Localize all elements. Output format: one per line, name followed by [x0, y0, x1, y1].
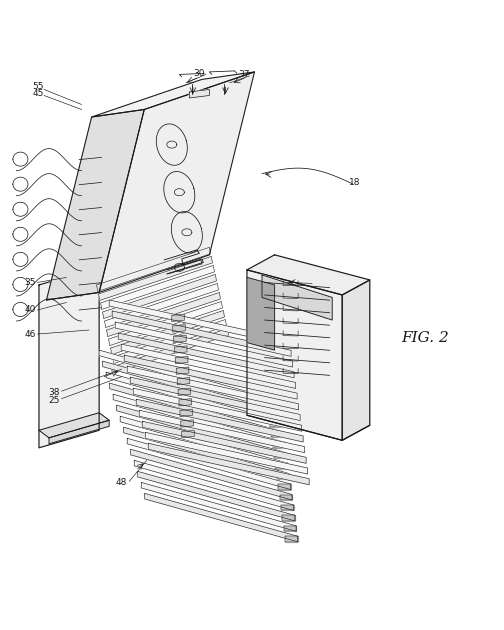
Polygon shape: [270, 421, 282, 427]
Polygon shape: [39, 267, 99, 448]
Polygon shape: [276, 463, 288, 469]
Text: 16: 16: [301, 278, 313, 287]
Polygon shape: [49, 420, 109, 444]
Polygon shape: [247, 255, 370, 295]
Polygon shape: [247, 277, 275, 350]
Polygon shape: [175, 357, 188, 364]
Polygon shape: [99, 350, 280, 406]
Polygon shape: [277, 474, 289, 479]
Polygon shape: [109, 300, 290, 346]
Polygon shape: [274, 453, 287, 458]
Polygon shape: [281, 505, 294, 510]
Text: 18: 18: [349, 178, 360, 186]
Polygon shape: [174, 346, 187, 353]
Text: 25: 25: [48, 396, 59, 404]
Polygon shape: [131, 449, 292, 500]
Polygon shape: [182, 430, 194, 438]
Polygon shape: [103, 275, 216, 319]
Text: 38: 38: [48, 388, 60, 397]
Polygon shape: [118, 333, 294, 378]
Polygon shape: [262, 275, 332, 320]
Text: FIG. 2: FIG. 2: [401, 331, 449, 345]
Polygon shape: [271, 432, 284, 437]
Polygon shape: [285, 536, 298, 542]
Polygon shape: [136, 399, 303, 442]
Polygon shape: [106, 372, 282, 427]
Polygon shape: [145, 493, 298, 542]
Polygon shape: [148, 444, 309, 484]
Polygon shape: [116, 405, 287, 458]
Polygon shape: [39, 413, 109, 438]
Text: 55: 55: [32, 83, 44, 91]
Polygon shape: [247, 270, 342, 440]
Polygon shape: [267, 401, 280, 406]
Polygon shape: [113, 394, 285, 448]
Polygon shape: [103, 361, 281, 416]
Polygon shape: [134, 461, 294, 510]
Polygon shape: [178, 388, 191, 396]
Text: 40: 40: [25, 306, 36, 314]
Polygon shape: [141, 483, 296, 531]
Polygon shape: [133, 388, 301, 432]
Text: 37: 37: [239, 71, 250, 79]
Text: 35: 35: [25, 278, 36, 287]
Polygon shape: [92, 72, 255, 117]
Polygon shape: [113, 319, 226, 364]
Polygon shape: [99, 256, 212, 301]
Polygon shape: [139, 410, 304, 452]
Polygon shape: [176, 367, 189, 374]
Polygon shape: [120, 416, 288, 469]
Polygon shape: [269, 411, 281, 416]
Polygon shape: [115, 328, 228, 372]
Polygon shape: [179, 399, 192, 406]
Polygon shape: [107, 292, 220, 336]
Polygon shape: [115, 322, 293, 367]
Polygon shape: [99, 72, 255, 292]
Polygon shape: [112, 311, 291, 357]
Polygon shape: [177, 377, 190, 385]
Polygon shape: [121, 344, 296, 389]
Polygon shape: [142, 421, 306, 463]
Polygon shape: [181, 420, 194, 427]
Polygon shape: [111, 311, 224, 355]
Polygon shape: [282, 515, 295, 521]
Polygon shape: [280, 495, 292, 500]
Text: 30: 30: [194, 69, 205, 78]
Polygon shape: [46, 110, 144, 300]
Polygon shape: [190, 89, 209, 98]
Polygon shape: [97, 248, 210, 292]
Polygon shape: [127, 438, 291, 490]
Polygon shape: [109, 302, 222, 346]
Polygon shape: [173, 335, 186, 343]
Polygon shape: [173, 324, 185, 332]
Polygon shape: [123, 427, 289, 479]
Polygon shape: [124, 355, 297, 399]
Polygon shape: [180, 410, 193, 416]
Polygon shape: [101, 265, 214, 309]
Polygon shape: [105, 284, 218, 328]
Polygon shape: [138, 471, 295, 521]
Polygon shape: [273, 442, 285, 448]
Polygon shape: [284, 526, 296, 531]
Text: 45: 45: [32, 89, 44, 98]
Polygon shape: [172, 314, 184, 321]
Polygon shape: [110, 383, 284, 437]
Text: 46: 46: [25, 329, 36, 338]
Polygon shape: [130, 377, 300, 421]
Polygon shape: [127, 366, 298, 410]
Polygon shape: [278, 484, 291, 490]
Polygon shape: [145, 432, 307, 474]
Polygon shape: [342, 280, 370, 440]
Text: 48: 48: [116, 478, 128, 488]
